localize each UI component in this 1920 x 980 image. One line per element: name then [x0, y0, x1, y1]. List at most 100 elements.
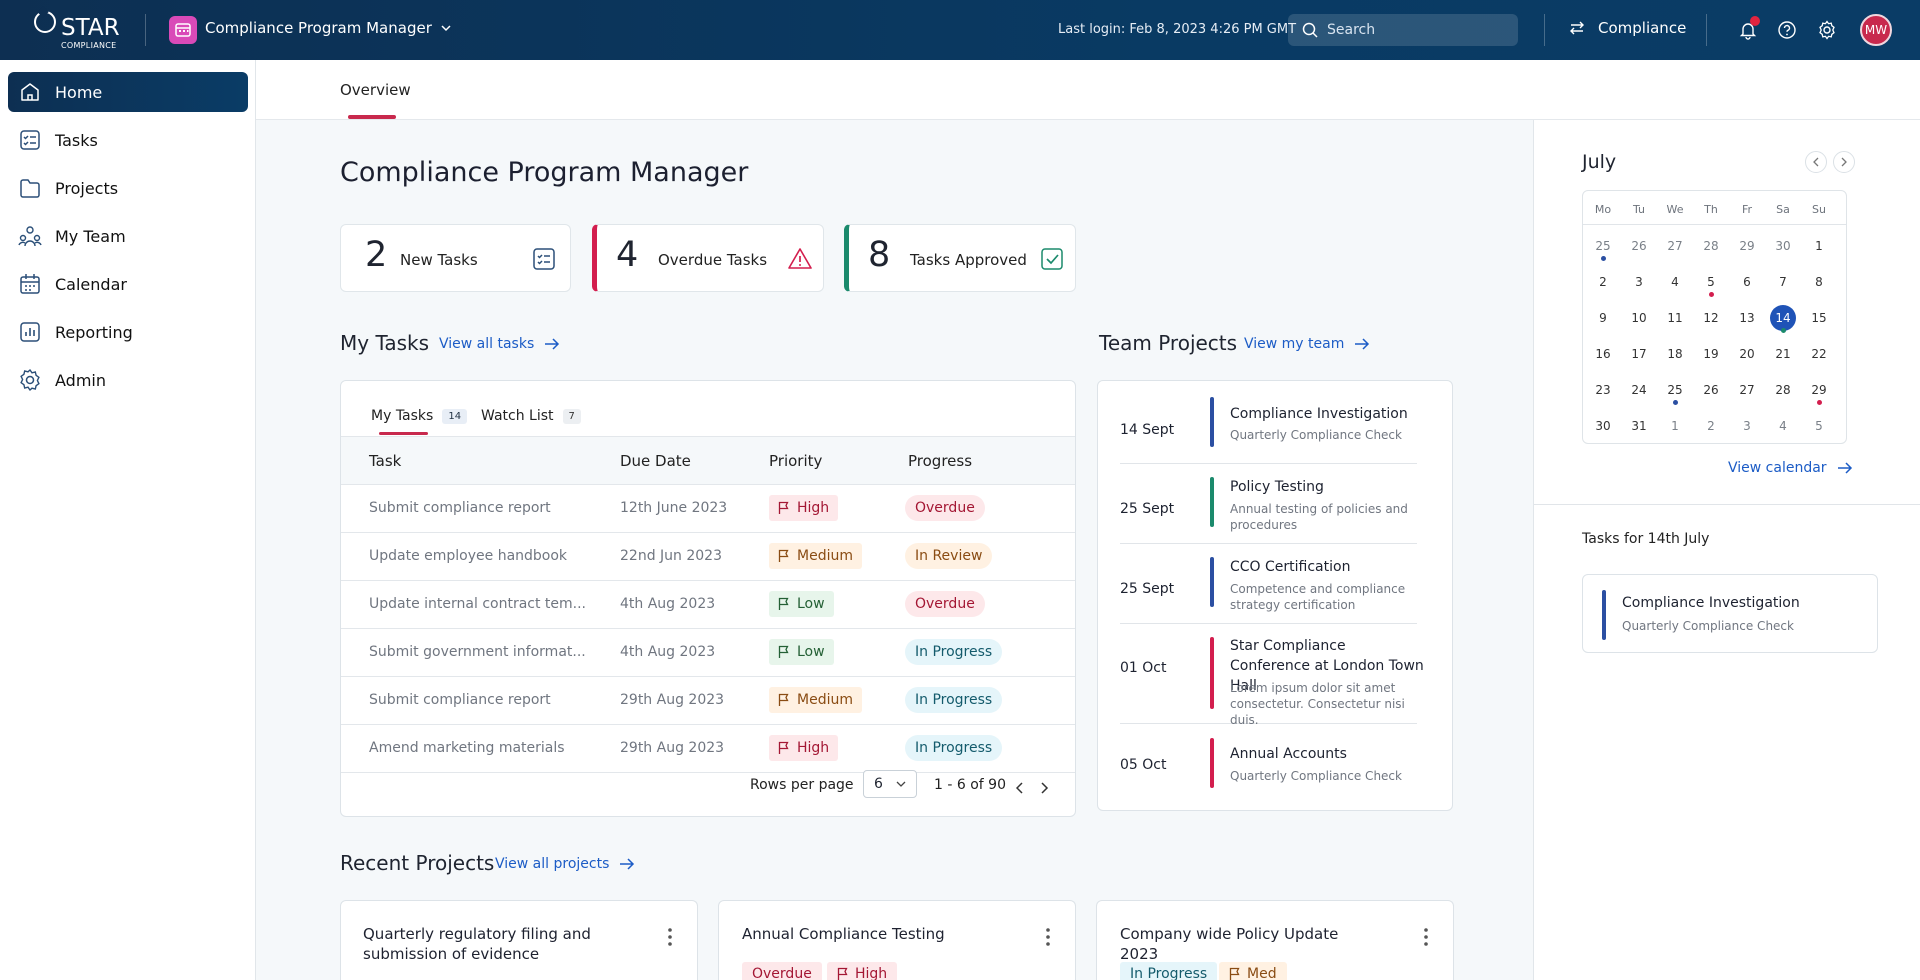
- table-row[interactable]: Update internal contract tem... 4th Aug …: [341, 581, 1075, 629]
- calendar-day[interactable]: 25: [1585, 233, 1621, 261]
- column-header-priority[interactable]: Priority: [769, 452, 823, 470]
- sidebar-item-projects[interactable]: Projects: [8, 168, 248, 208]
- calendar-day[interactable]: 8: [1815, 275, 1823, 289]
- settings-button[interactable]: [1815, 18, 1839, 42]
- tab-watch-list[interactable]: Watch List 7: [481, 408, 581, 424]
- calendar-day[interactable]: 26: [1703, 383, 1719, 397]
- column-header-task[interactable]: Task: [369, 452, 402, 470]
- calendar-day[interactable]: 2: [1707, 419, 1715, 433]
- calendar-day[interactable]: 29: [1739, 239, 1755, 253]
- calendar-day[interactable]: 1: [1815, 239, 1823, 253]
- calendar-day[interactable]: 2: [1599, 275, 1607, 289]
- tab-my-tasks[interactable]: My Tasks 14: [371, 408, 468, 424]
- calendar-day[interactable]: 16: [1595, 347, 1611, 361]
- star-compliance-logo[interactable]: STAR COMPLIANCE: [30, 10, 130, 50]
- calendar-day[interactable]: 6: [1743, 275, 1751, 289]
- calendar-day[interactable]: 23: [1595, 383, 1611, 397]
- calendar-day[interactable]: 7: [1779, 275, 1787, 289]
- calendar-day[interactable]: 15: [1811, 311, 1827, 325]
- calendar-day[interactable]: 21: [1775, 347, 1791, 361]
- calendar-day[interactable]: 9: [1599, 311, 1607, 325]
- stat-card-new-tasks[interactable]: 2 New Tasks: [340, 224, 571, 292]
- more-options-icon[interactable]: [1414, 925, 1438, 949]
- calendar-day[interactable]: 4: [1779, 419, 1787, 433]
- calendar-day[interactable]: 28: [1703, 239, 1719, 253]
- sidebar-item-my-team[interactable]: My Team: [8, 216, 248, 256]
- chevron-right-icon[interactable]: [1038, 781, 1050, 795]
- sidebar-item-admin[interactable]: Admin: [8, 360, 248, 400]
- chevron-left-icon[interactable]: [1014, 781, 1026, 795]
- user-avatar[interactable]: MW: [1860, 14, 1892, 46]
- view-calendar-link[interactable]: View calendar: [1728, 460, 1853, 476]
- table-row[interactable]: Submit compliance report 29th Aug 2023 M…: [341, 677, 1075, 725]
- view-all-tasks-link[interactable]: View all tasks: [439, 336, 560, 352]
- calendar-day[interactable]: 29: [1801, 377, 1837, 405]
- sidebar-item-calendar[interactable]: Calendar: [8, 264, 248, 304]
- column-header-due-date[interactable]: Due Date: [620, 452, 691, 470]
- calendar-day[interactable]: 20: [1739, 347, 1755, 361]
- team-project-item[interactable]: 05 Oct Annual Accounts Quarterly Complia…: [1120, 724, 1417, 804]
- team-project-item[interactable]: 25 Sept Policy Testing Annual testing of…: [1120, 464, 1417, 544]
- more-options-icon[interactable]: [658, 925, 682, 949]
- calendar-day[interactable]: 22: [1811, 347, 1827, 361]
- calendar-day[interactable]: 3: [1635, 275, 1643, 289]
- sidebar-item-home[interactable]: Home: [8, 72, 248, 112]
- table-row[interactable]: Update employee handbook 22nd Jun 2023 M…: [341, 533, 1075, 581]
- calendar-day[interactable]: 27: [1739, 383, 1755, 397]
- project-priority-badge: Med: [1219, 962, 1287, 980]
- stat-card-overdue-tasks[interactable]: 4 Overdue Tasks: [592, 224, 824, 292]
- team-project-item[interactable]: 01 Oct Star Compliance Conference at Lon…: [1120, 624, 1424, 727]
- day-task-card[interactable]: Compliance Investigation Quarterly Compl…: [1582, 574, 1878, 653]
- calendar-day[interactable]: 1: [1671, 419, 1679, 433]
- sidebar-item-reporting[interactable]: Reporting: [8, 312, 248, 352]
- calendar-day[interactable]: 30: [1775, 239, 1791, 253]
- calendar-day[interactable]: 12: [1703, 311, 1719, 325]
- calendar-day[interactable]: 3: [1743, 419, 1751, 433]
- calendar-day[interactable]: 18: [1667, 347, 1683, 361]
- team-project-item[interactable]: 25 Sept CCO Certification Competence and…: [1120, 544, 1417, 624]
- priority-label: Medium: [797, 548, 853, 564]
- project-card[interactable]: Quarterly regulatory filing and submissi…: [340, 900, 698, 980]
- calendar-day[interactable]: 27: [1667, 239, 1683, 253]
- table-row[interactable]: Submit government informat... 4th Aug 20…: [341, 629, 1075, 677]
- search-box[interactable]: [1288, 14, 1518, 46]
- calendar-day[interactable]: 24: [1631, 383, 1647, 397]
- checkbox-icon: [1041, 248, 1063, 270]
- calendar-day[interactable]: 10: [1631, 311, 1647, 325]
- view-all-projects-link[interactable]: View all projects: [495, 856, 635, 872]
- right-panel: July Mo Tu We Th Fr Sa Su 25 26 27 28 29 30 1 2 3 4 5 6 7 8 9…: [1533, 120, 1920, 980]
- team-project-item[interactable]: 14 Sept Compliance Investigation Quarter…: [1120, 397, 1417, 464]
- calendar-day[interactable]: 31: [1631, 419, 1647, 433]
- calendar-day[interactable]: 5: [1693, 269, 1729, 297]
- calendar-day[interactable]: 4: [1671, 275, 1679, 289]
- notifications-button[interactable]: [1736, 16, 1760, 42]
- help-button[interactable]: [1775, 18, 1799, 42]
- table-row[interactable]: Amend marketing materials 29th Aug 2023 …: [341, 725, 1075, 773]
- calendar-prev-button[interactable]: [1805, 151, 1827, 173]
- search-input[interactable]: [1327, 22, 1497, 38]
- sidebar-item-tasks[interactable]: Tasks: [8, 120, 248, 160]
- module-switcher[interactable]: Compliance: [1568, 19, 1686, 37]
- stat-card-tasks-approved[interactable]: 8 Tasks Approved: [844, 224, 1076, 292]
- project-card[interactable]: Company wide Policy Update 2023 In Progr…: [1096, 900, 1454, 980]
- calendar-day[interactable]: 13: [1739, 311, 1755, 325]
- more-options-icon[interactable]: [1036, 925, 1060, 949]
- selected-day[interactable]: 14: [1770, 305, 1796, 331]
- calendar-day[interactable]: 11: [1667, 311, 1683, 325]
- calendar-day[interactable]: 30: [1595, 419, 1611, 433]
- calendar-day[interactable]: 26: [1631, 239, 1647, 253]
- calendar-day[interactable]: 28: [1775, 383, 1791, 397]
- calendar-next-button[interactable]: [1833, 151, 1855, 173]
- calendar-day[interactable]: 14: [1765, 305, 1801, 333]
- view-my-team-link[interactable]: View my team: [1244, 336, 1370, 352]
- calendar-day[interactable]: 25: [1657, 377, 1693, 405]
- calendar-day[interactable]: 17: [1631, 347, 1647, 361]
- column-header-progress[interactable]: Progress: [908, 452, 973, 470]
- tab-overview[interactable]: Overview: [340, 81, 411, 99]
- project-card[interactable]: Annual Compliance Testing Overdue High: [718, 900, 1076, 980]
- table-row[interactable]: Submit compliance report 12th June 2023 …: [341, 485, 1075, 533]
- calendar-day[interactable]: 5: [1815, 419, 1823, 433]
- calendar-day[interactable]: 19: [1703, 347, 1719, 361]
- app-switcher[interactable]: Compliance Program Manager: [205, 19, 452, 37]
- rows-per-page-select[interactable]: 6: [863, 770, 917, 798]
